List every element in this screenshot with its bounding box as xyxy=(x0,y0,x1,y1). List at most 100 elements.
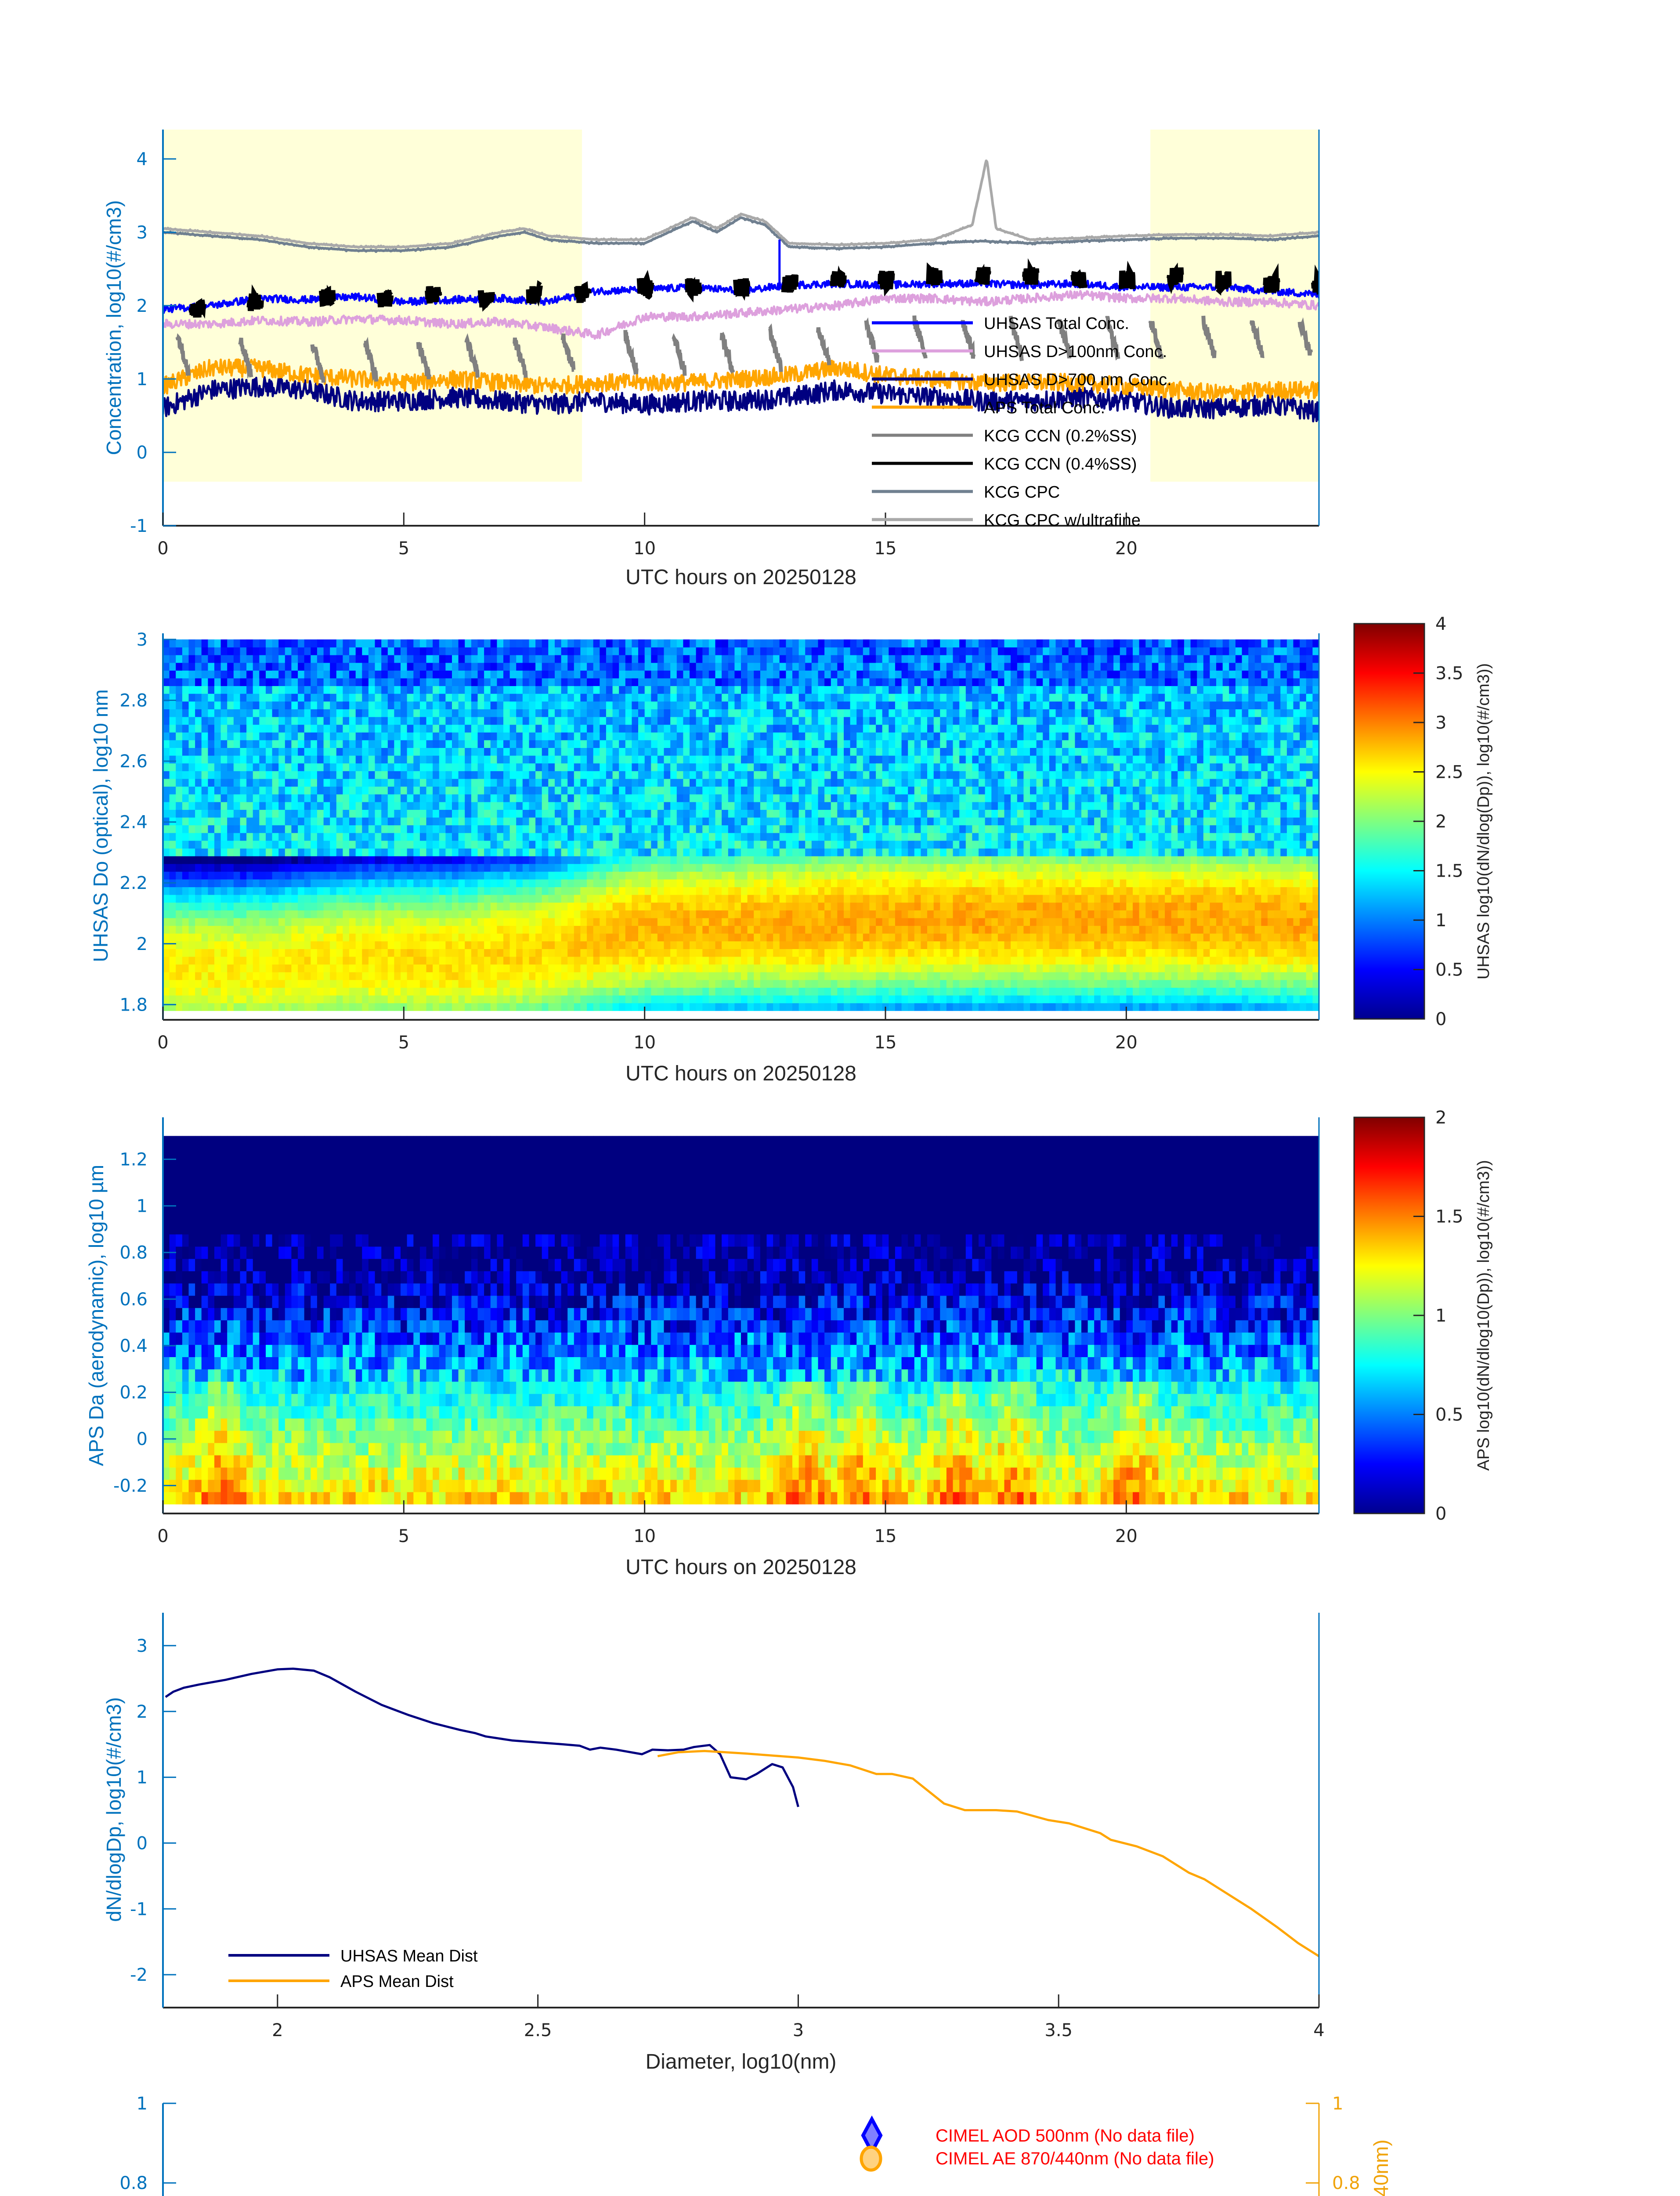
heatmap-cell xyxy=(426,964,433,972)
heatmap-cell xyxy=(728,748,735,756)
heatmap-cell xyxy=(163,809,170,818)
heatmap-cell xyxy=(458,941,465,949)
heatmap-cell xyxy=(715,856,722,864)
heatmap-cell xyxy=(676,724,683,733)
heatmap-cell xyxy=(715,662,722,671)
heatmap-cell xyxy=(715,686,722,694)
heatmap-cell xyxy=(285,949,292,957)
heatmap-cell xyxy=(509,670,517,679)
heatmap-cell xyxy=(240,917,247,926)
heatmap-cell xyxy=(676,794,683,802)
heatmap-cell xyxy=(779,809,786,818)
heatmap-cell xyxy=(715,840,722,849)
heatmap-cell xyxy=(477,964,484,972)
heatmap-cell xyxy=(670,925,677,934)
heatmap-cell xyxy=(394,686,401,694)
heatmap-cell xyxy=(555,871,562,880)
heatmap-cell xyxy=(728,817,735,826)
heatmap-cell xyxy=(445,724,452,733)
heatmap-cell xyxy=(394,895,401,903)
heatmap-cell xyxy=(471,693,478,702)
heatmap-cell xyxy=(619,655,626,663)
heatmap-cell xyxy=(240,755,247,764)
heatmap-cell xyxy=(304,678,311,686)
heatmap-cell xyxy=(722,902,729,910)
heatmap-cell xyxy=(240,701,247,709)
heatmap-cell xyxy=(580,802,587,810)
heatmap-cell xyxy=(272,786,279,795)
heatmap-cell xyxy=(375,678,382,686)
heatmap-cell xyxy=(330,933,337,942)
heatmap-cell xyxy=(728,670,735,679)
heatmap-cell xyxy=(683,833,690,841)
heatmap-cell xyxy=(169,662,176,671)
heatmap-cell xyxy=(690,647,697,655)
heatmap-cell xyxy=(246,979,253,988)
heatmap-cell xyxy=(471,709,478,717)
heatmap-cell xyxy=(606,964,613,972)
heatmap-cell xyxy=(497,933,504,942)
heatmap-cell xyxy=(169,956,176,965)
heatmap-cell xyxy=(246,956,253,965)
heatmap-cell xyxy=(811,933,818,942)
heatmap-cell xyxy=(676,956,683,965)
heatmap-cell xyxy=(304,871,311,880)
heatmap-cell xyxy=(779,755,786,764)
heatmap-cell xyxy=(298,678,305,686)
heatmap-cell xyxy=(728,809,735,818)
heatmap-cell xyxy=(227,701,234,709)
heatmap-cell xyxy=(574,732,581,740)
heatmap-cell xyxy=(362,917,369,926)
heatmap-cell xyxy=(253,662,260,671)
heatmap-cell xyxy=(182,863,189,872)
heatmap-cell xyxy=(246,856,253,864)
heatmap-cell xyxy=(375,786,382,795)
heatmap-cell xyxy=(644,670,651,679)
heatmap-cell xyxy=(548,740,555,748)
heatmap-cell xyxy=(375,748,382,756)
heatmap-cell xyxy=(349,717,356,725)
heatmap-cell xyxy=(220,639,228,648)
heatmap-cell xyxy=(805,848,812,856)
heatmap-cell xyxy=(188,863,195,872)
heatmap-cell xyxy=(561,840,568,849)
heatmap-cell xyxy=(754,817,761,826)
y-tick-label: 0 xyxy=(137,443,148,463)
heatmap-cell xyxy=(349,879,356,887)
heatmap-cell xyxy=(349,778,356,787)
heatmap-cell xyxy=(664,910,671,918)
heatmap-cell xyxy=(253,740,260,748)
heatmap-cell xyxy=(805,748,812,756)
heatmap-cell xyxy=(426,833,433,841)
heatmap-cell xyxy=(683,639,690,648)
heatmap-cell xyxy=(208,848,215,856)
heatmap-cell xyxy=(644,964,651,972)
heatmap-cell xyxy=(355,794,362,802)
heatmap-cell xyxy=(497,863,504,872)
heatmap-cell xyxy=(240,995,247,1004)
heatmap-cell xyxy=(381,879,388,887)
heatmap-cell xyxy=(600,778,607,787)
heatmap-cell xyxy=(362,949,369,957)
heatmap-cell xyxy=(407,917,414,926)
heatmap-cell xyxy=(619,925,626,934)
heatmap-cell xyxy=(458,933,465,942)
heatmap-cell xyxy=(317,895,324,903)
heatmap-cell xyxy=(317,887,324,895)
heatmap-cell xyxy=(387,910,394,918)
heatmap-cell xyxy=(715,809,722,818)
heatmap-cell xyxy=(272,647,279,655)
heatmap-cell xyxy=(394,786,401,795)
heatmap-cell xyxy=(593,995,600,1004)
heatmap-cell xyxy=(439,817,446,826)
heatmap-cell xyxy=(278,647,285,655)
heatmap-cell xyxy=(754,879,761,887)
heatmap-cell xyxy=(773,771,780,779)
heatmap-cell xyxy=(413,956,420,965)
heatmap-cell xyxy=(529,778,536,787)
heatmap-cell xyxy=(188,771,195,779)
heatmap-cell xyxy=(452,655,459,663)
heatmap-cell xyxy=(182,802,189,810)
heatmap-cell xyxy=(651,771,658,779)
heatmap-cell xyxy=(259,925,266,934)
